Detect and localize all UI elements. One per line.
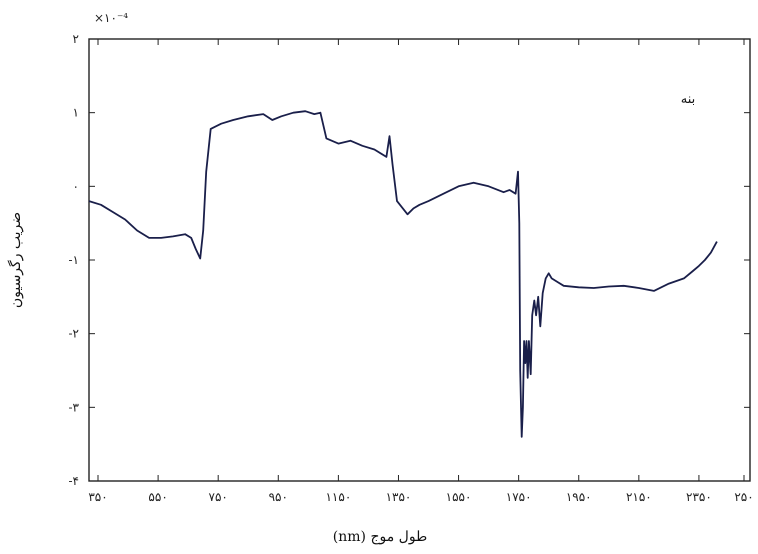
x-tick-label: ۷۵۰ [209, 490, 228, 504]
y-tick-label: -۲ [69, 327, 80, 341]
y-tick-label: ۰ [73, 179, 79, 193]
x-tick-label: ۹۵۰ [269, 490, 288, 504]
x-tick-label: ۱۳۵۰ [386, 490, 412, 504]
x-tick-label: ۲۱۵۰ [626, 490, 652, 504]
x-tick-label: ۱۹۵۰ [566, 490, 592, 504]
y-tick-label: ۱ [73, 106, 79, 120]
y-tick-label: ۲ [73, 32, 79, 46]
legend-box [618, 80, 738, 126]
y-tick-label: -۱ [69, 253, 80, 267]
y-tick-label: -۴ [69, 474, 80, 488]
y-axis-title: ضریب رگرسیون [7, 212, 24, 308]
series-line-bene [88, 110, 718, 438]
x-tick-label: ۲۳۵۰ [686, 490, 712, 504]
legend-label: بنه [681, 92, 696, 107]
x-tick-label: ۱۱۵۰ [325, 490, 351, 504]
x-tick-label: ۱۵۵۰ [446, 490, 472, 504]
x-tick-label: ۵۵۰ [148, 490, 167, 504]
y-axis-ticks: -۴ -۳ -۲ -۱ ۰ ۱ ۲ [69, 32, 750, 488]
y-tick-label: -۳ [69, 400, 80, 414]
x-tick-label: ۳۵۰ [88, 490, 107, 504]
x-tick-label: ۱۷۵۰ [506, 490, 532, 504]
y-axis-multiplier: ×۱۰⁻⁴ [94, 11, 128, 25]
legend: بنه [618, 80, 738, 126]
x-axis-title: طول موج (nm) [333, 529, 427, 545]
x-tick-label: ۲۵۰ [734, 490, 753, 504]
x-axis-ticks: ۳۵۰ ۵۵۰ ۷۵۰ ۹۵۰ ۱۱۵۰ ۱۳۵۰ ۱۵۵۰ ۱۷۵۰ ۱۹۵۰ ۲۱۵۰ ۲۳۵۰… [88, 39, 754, 504]
